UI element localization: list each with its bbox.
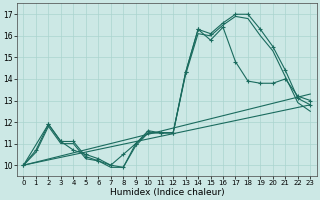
X-axis label: Humidex (Indice chaleur): Humidex (Indice chaleur) xyxy=(109,188,224,197)
